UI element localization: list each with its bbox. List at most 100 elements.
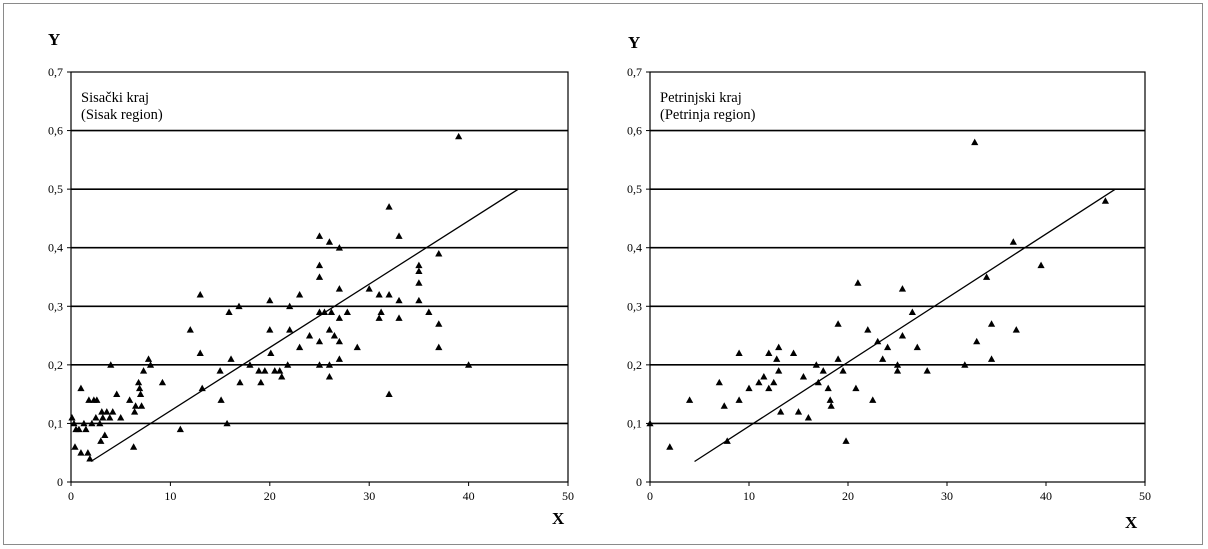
sisak-data-point [375, 314, 383, 321]
sisak-data-point [266, 326, 274, 333]
sisak-data-point [80, 419, 88, 427]
sisak-data-point [395, 232, 403, 239]
sisak-data-point [315, 337, 324, 345]
petrinja-data-point [923, 367, 931, 374]
petrinja-data-point [1101, 197, 1109, 204]
sisak-data-point [106, 413, 114, 421]
sisak-data-point [225, 308, 233, 316]
petrinja-plot-area [649, 71, 1146, 483]
sisak-y-tick-label: 0,1 [48, 416, 63, 430]
sisak-data-point [77, 384, 85, 392]
petrinja-data-point [735, 396, 743, 403]
petrinja-data-point [773, 355, 781, 362]
petrinja-data-point [1009, 238, 1017, 245]
petrinja-data-point [827, 402, 835, 409]
sisak-data-point [97, 437, 105, 444]
sisak-data-point [134, 378, 143, 386]
sisak-data-point [132, 402, 140, 409]
petrinja-data-point [777, 408, 785, 415]
petrinja-data-point [893, 367, 902, 374]
sisak-data-point [325, 372, 334, 380]
sisak-data-point [107, 361, 115, 368]
sisak-data-point [136, 390, 145, 398]
sisak-data-point [93, 396, 101, 403]
petrinja-y-tick-label: 0,3 [627, 299, 642, 313]
petrinja-data-point [686, 396, 694, 403]
sisak-data-point [330, 331, 339, 339]
petrinja-data-point [884, 343, 892, 351]
sisak-data-point [305, 331, 314, 339]
sisak-data-point [375, 290, 383, 298]
sisak-chart: 0 0,1 0,2 0,3 0,4 0,5 0,6 0,7 0 10 20 30 40 50 Y X Sisač… [48, 30, 574, 528]
sisak-data-point [335, 355, 343, 362]
sisak-x-tick-label: 0 [68, 489, 74, 503]
sisak-y-tick-label: 0 [57, 475, 63, 489]
petrinja-data-point [908, 308, 916, 316]
sisak-data-point [343, 308, 351, 316]
sisak-x-tick-label: 20 [264, 489, 276, 503]
sisak-data-point [415, 261, 423, 269]
petrinja-data-point [735, 349, 743, 357]
sisak-data-point [315, 261, 324, 269]
sisak-data-point [101, 431, 109, 439]
sisak-data-point [286, 302, 294, 310]
petrinja-chart-title: Petrinjski kraj [660, 90, 742, 106]
sisak-data-point [216, 367, 224, 374]
sisak-data-point [227, 355, 235, 362]
petrinja-data-point [987, 320, 996, 327]
sisak-data-point [276, 367, 284, 374]
sisak-data-point [353, 343, 361, 351]
sisak-data-point [315, 232, 324, 239]
sisak-data-point [385, 203, 393, 210]
petrinja-data-point [646, 419, 654, 427]
sisak-trend-line [90, 188, 519, 463]
petrinja-data-point [789, 349, 798, 357]
sisak-data-point [236, 378, 244, 386]
sisak-data-point [77, 449, 85, 456]
sisak-data-point [139, 367, 148, 374]
petrinja-data-point [961, 361, 969, 368]
petrinja-data-point [819, 367, 827, 374]
sisak-data-point [130, 443, 138, 450]
sisak-data-point [113, 390, 121, 398]
petrinja-data-point [775, 343, 783, 351]
petrinja-data-point [869, 396, 877, 403]
sisak-data-point [196, 290, 204, 298]
sisak-data-point [415, 296, 423, 304]
sisak-data-point [435, 249, 443, 257]
sisak-data-point [385, 390, 393, 398]
sisak-data-point [395, 296, 403, 304]
sisak-data-point [71, 443, 79, 450]
sisak-data-point [425, 308, 433, 316]
sisak-plot-area [70, 71, 569, 483]
sisak-data-point [284, 361, 292, 368]
sisak-data-point [257, 378, 265, 386]
sisak-data-point [217, 396, 225, 403]
sisak-data-point [385, 290, 393, 298]
sisak-data-point [246, 361, 254, 368]
petrinja-data-point [913, 343, 921, 351]
sisak-chart-title: Sisački kraj [81, 90, 149, 106]
sisak-x-axis-title: X [552, 509, 565, 528]
sisak-data-point [261, 367, 269, 374]
sisak-data-point [131, 408, 139, 415]
sisak-data-point [103, 408, 111, 415]
petrinja-data-point [852, 384, 860, 392]
sisak-data-point [415, 279, 423, 286]
petrinja-y-tick-label: 0 [636, 475, 642, 489]
sisak-y-tick-label: 0,2 [48, 358, 63, 372]
sisak-data-point [126, 396, 134, 403]
petrinja-data-point [745, 384, 753, 392]
petrinja-data-point [765, 349, 773, 357]
petrinja-data-point [893, 361, 902, 368]
petrinja-data-point [971, 138, 979, 146]
petrinja-data-point [804, 413, 812, 421]
sisak-data-point [68, 413, 76, 421]
sisak-data-point [85, 396, 93, 403]
sisak-data-point [435, 320, 443, 327]
sisak-data-point [92, 413, 100, 421]
petrinja-chart: 0 0,1 0,2 0,3 0,4 0,5 0,6 0,7 0 10 20 30 40 50 Y X Petri… [627, 33, 1151, 532]
petrinja-data-point [799, 372, 808, 380]
petrinja-y-tick-label: 0,5 [627, 182, 642, 196]
petrinja-y-tick-label: 0,1 [627, 416, 642, 430]
